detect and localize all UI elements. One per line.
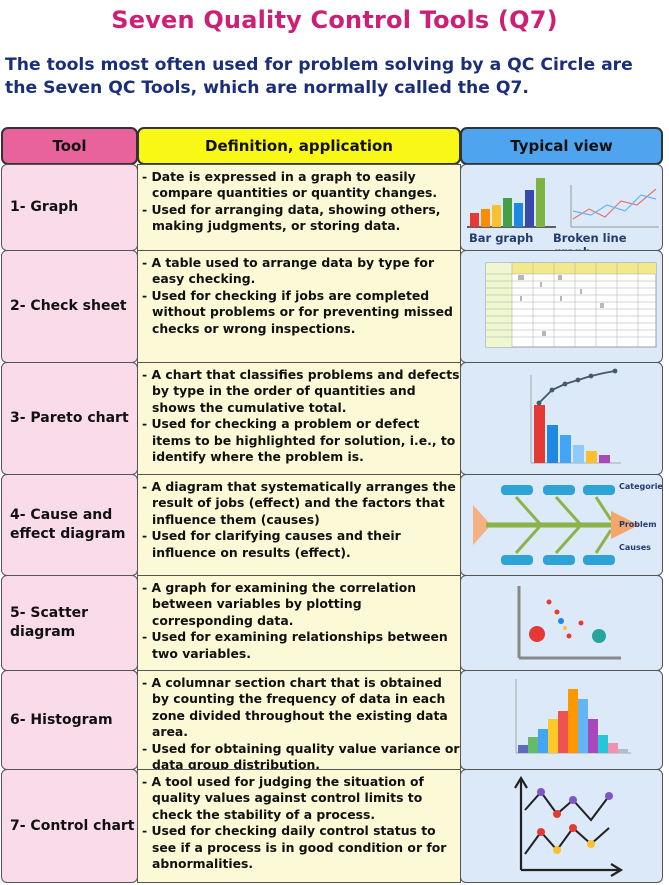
definition-cell: - A table used to arrange data by type f… [137, 250, 461, 363]
tool-name: 4- Cause and effect diagram [1, 474, 138, 576]
line-graph-label: Broken line graph [553, 231, 627, 250]
definition-cell: - A tool used for judging the situation … [137, 769, 461, 883]
typical-view-control-chart [460, 769, 663, 883]
fishbone-diagram-illustration [473, 485, 639, 565]
table-row-pareto: 3- Pareto chart - A chart that classifie… [1, 362, 663, 475]
typical-view-histogram [460, 670, 663, 770]
header-definition: Definition, application [137, 127, 461, 165]
scatter-diagram-illustration [517, 586, 621, 660]
definition-cell: - A graph for examining the correlation … [137, 575, 461, 671]
definition-line: - Date is expressed in a graph to easily… [142, 169, 438, 201]
typical-view-scatter [460, 575, 663, 671]
definition-line: - Used for checking a problem or defect … [142, 416, 456, 465]
table-row-graph: 1- Graph - Date is expressed in a graph … [1, 164, 663, 251]
tool-name: 7- Control chart [1, 769, 138, 883]
table-row-check-sheet: 2- Check sheet - A table used to arrange… [1, 250, 663, 363]
q7-table: Tool Definition, application Typical vie… [1, 127, 663, 883]
table-row-cause-effect: 4- Cause and effect diagram - A diagram … [1, 474, 663, 576]
typical-view-graph: Bar graph Broken line graph [460, 164, 663, 251]
definition-cell: - A chart that classifies problems and d… [137, 362, 461, 475]
definition-line: - A diagram that systematically arranges… [142, 479, 456, 527]
tool-name: 2- Check sheet [1, 250, 138, 363]
definition-line: - A columnar section chart that is obtai… [142, 675, 448, 740]
typical-view-fishbone: Categories Problem Causes [460, 474, 663, 576]
table-row-histogram: 6- Histogram - A columnar section chart … [1, 670, 663, 772]
histogram-illustration [515, 679, 631, 754]
page-title: Seven Quality Control Tools (Q7) [111, 6, 558, 34]
problem-label: Problem [619, 520, 657, 529]
definition-line: - Used for checking daily control status… [142, 823, 447, 872]
causes-label: Causes [619, 543, 651, 552]
definition-line: - A table used to arrange data by type f… [142, 255, 435, 287]
definition-cell: - Date is expressed in a graph to easily… [137, 164, 461, 251]
bar-and-line-graph-illustration [467, 178, 659, 228]
pareto-chart-illustration [530, 368, 621, 464]
table-row-scatter: 5- Scatter diagram - A graph for examini… [1, 575, 663, 671]
check-sheet-illustration [485, 262, 657, 348]
definition-cell: - A columnar section chart that is obtai… [137, 670, 461, 772]
definition-line: - Used for checking if jobs are complete… [142, 287, 453, 336]
page-subtitle: The tools most often used for problem so… [5, 55, 633, 98]
definition-line: - Used for arranging data, showing other… [142, 201, 441, 234]
definition-cell: - A diagram that systematically arranges… [137, 474, 461, 576]
tool-name: 3- Pareto chart [1, 362, 138, 475]
control-chart-illustration [514, 775, 624, 877]
bar-graph-label: Bar graph [469, 231, 534, 245]
categories-label: Categories [619, 482, 663, 491]
typical-view-pareto [460, 362, 663, 475]
tool-name: 1- Graph [1, 164, 138, 251]
typical-view-check-sheet [460, 250, 663, 363]
definition-line: - A tool used for judging the situation … [142, 774, 424, 822]
header-typical-view: Typical view [460, 127, 663, 165]
table-row-control-chart: 7- Control chart - A tool used for judgi… [1, 769, 663, 883]
definition-line: - A graph for examining the correlation … [142, 580, 417, 628]
definition-line: - Used for examining relationships betwe… [142, 629, 448, 661]
tool-name: 5- Scatter diagram [1, 575, 138, 671]
tool-name: 6- Histogram [1, 670, 138, 770]
header-tool: Tool [1, 127, 138, 165]
definition-line: - Used for clarifying causes and their i… [142, 528, 401, 560]
definition-line: - A chart that classifies problems and d… [142, 367, 460, 415]
definition-line: - Used for obtaining quality value varia… [142, 740, 460, 773]
